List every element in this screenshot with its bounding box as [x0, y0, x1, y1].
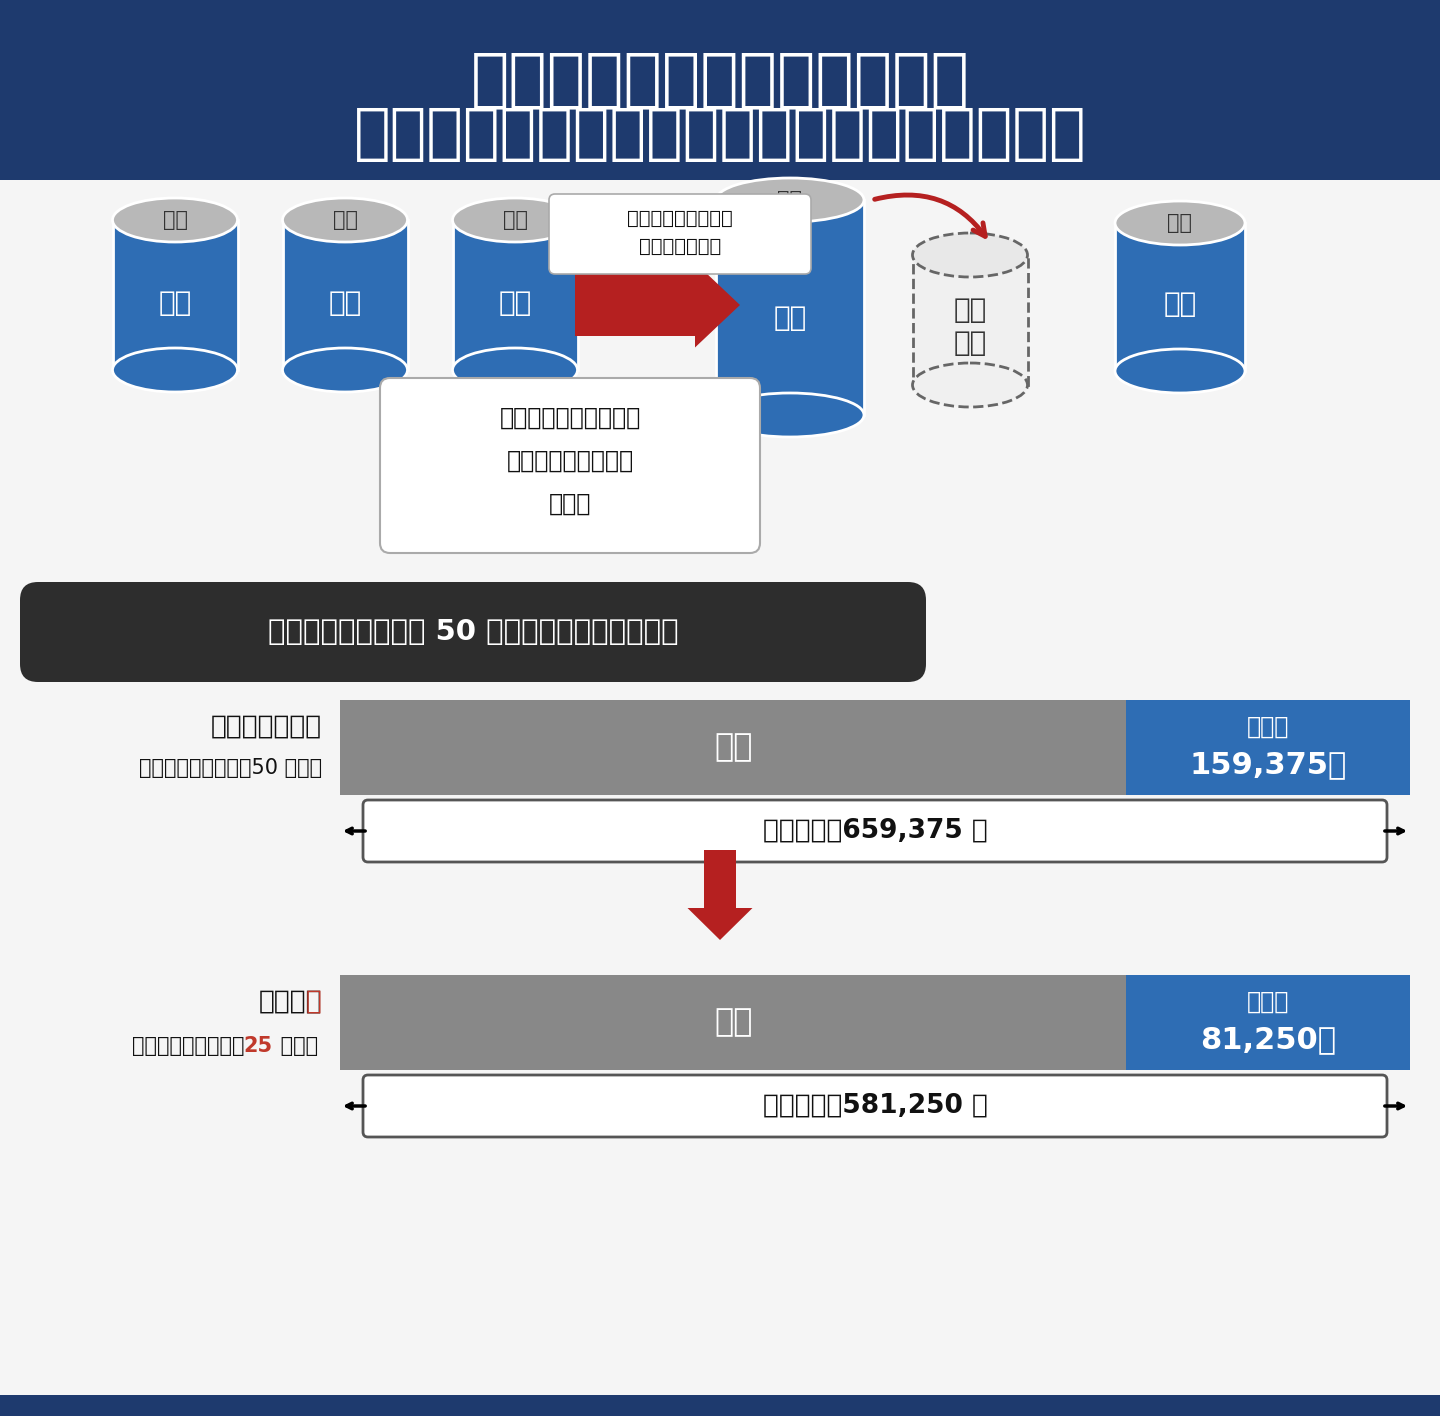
Text: か月）: か月）: [274, 1034, 318, 1054]
FancyBboxPatch shape: [0, 1022, 323, 1075]
FancyBboxPatch shape: [363, 800, 1387, 862]
Text: 繰り上げで返済: 繰り上げで返済: [639, 236, 721, 255]
FancyBboxPatch shape: [112, 219, 238, 370]
Ellipse shape: [716, 394, 864, 438]
Text: 支払い残高の一部を: 支払い残高の一部を: [628, 208, 733, 228]
Text: 元金: 元金: [714, 732, 753, 763]
Text: 元金: 元金: [328, 289, 361, 317]
Text: 利息: 利息: [163, 210, 187, 229]
Text: 利息: 利息: [778, 190, 802, 210]
FancyArrow shape: [575, 262, 740, 347]
Text: 元金: 元金: [773, 304, 806, 333]
Text: 繰上返済: 繰上返済: [259, 988, 323, 1015]
Ellipse shape: [112, 198, 238, 242]
Text: 総支払額：581,250 円: 総支払額：581,250 円: [763, 1093, 988, 1119]
Ellipse shape: [452, 348, 577, 392]
FancyBboxPatch shape: [340, 976, 1126, 1070]
Text: 利息: 利息: [503, 210, 527, 229]
Text: 繰上返済とは現在残っている: 繰上返済とは現在残っている: [471, 48, 969, 110]
Text: か月）: か月）: [275, 1037, 318, 1056]
FancyBboxPatch shape: [452, 219, 577, 370]
FancyBboxPatch shape: [0, 1395, 1440, 1416]
Ellipse shape: [112, 348, 238, 392]
Text: 利息: 利息: [1168, 212, 1192, 234]
Ellipse shape: [282, 198, 408, 242]
FancyBboxPatch shape: [913, 255, 1028, 385]
FancyBboxPatch shape: [1126, 976, 1410, 1070]
Text: 繰上返済後: 繰上返済後: [242, 988, 323, 1015]
Text: 利息を減らすことが: 利息を減らすことが: [507, 449, 634, 473]
FancyBboxPatch shape: [282, 219, 408, 370]
FancyBboxPatch shape: [340, 700, 1126, 794]
Text: できる: できる: [549, 491, 592, 515]
FancyBboxPatch shape: [1126, 700, 1410, 794]
Text: 後: 後: [307, 988, 323, 1015]
Text: 繰上
げ分: 繰上 げ分: [953, 296, 986, 357]
FancyBboxPatch shape: [1115, 222, 1246, 371]
Ellipse shape: [913, 362, 1028, 406]
FancyBboxPatch shape: [549, 194, 811, 275]
Text: 利息額: 利息額: [1247, 715, 1289, 739]
FancyBboxPatch shape: [0, 0, 1440, 180]
FancyBboxPatch shape: [380, 378, 760, 554]
Text: （完済までの期間：: （完済までの期間：: [132, 1037, 245, 1056]
Text: 25: 25: [242, 1034, 272, 1054]
Text: 支払い残高の一部を繰り上げで返済する方法: 支払い残高の一部を繰り上げで返済する方法: [354, 105, 1086, 164]
FancyBboxPatch shape: [363, 1075, 1387, 1137]
Text: 元金: 元金: [1164, 290, 1197, 319]
Ellipse shape: [1115, 348, 1246, 394]
FancyArrowPatch shape: [874, 195, 985, 236]
Text: （完済までの期間：50 か月）: （完済までの期間：50 か月）: [138, 759, 323, 779]
Text: 繰り上げ返済前: 繰り上げ返済前: [210, 714, 323, 739]
Text: 総支払額：659,375 円: 総支払額：659,375 円: [763, 818, 988, 844]
Text: 元金: 元金: [498, 289, 531, 317]
Ellipse shape: [452, 198, 577, 242]
Text: （完済までの期間：: （完済までの期間：: [130, 1034, 242, 1054]
Ellipse shape: [913, 234, 1028, 278]
Ellipse shape: [1115, 201, 1246, 245]
FancyBboxPatch shape: [716, 200, 864, 415]
FancyBboxPatch shape: [0, 976, 323, 1070]
Text: 利息: 利息: [333, 210, 357, 229]
FancyBboxPatch shape: [20, 582, 926, 683]
Text: 元金: 元金: [714, 1007, 753, 1038]
Text: 159,375円: 159,375円: [1189, 750, 1346, 779]
Text: 81,250円: 81,250円: [1200, 1025, 1336, 1054]
Text: 元金: 元金: [158, 289, 192, 317]
Text: 利息額: 利息額: [1247, 990, 1289, 1014]
Ellipse shape: [716, 178, 864, 222]
Text: リボ払いの利用残高 50 万円を繰上返済した場合: リボ払いの利用残高 50 万円を繰上返済した場合: [268, 617, 678, 646]
Text: 繰り上げ返済した分、: 繰り上げ返済した分、: [500, 406, 641, 430]
Text: 25: 25: [243, 1037, 272, 1056]
FancyArrow shape: [687, 850, 753, 940]
Ellipse shape: [282, 348, 408, 392]
